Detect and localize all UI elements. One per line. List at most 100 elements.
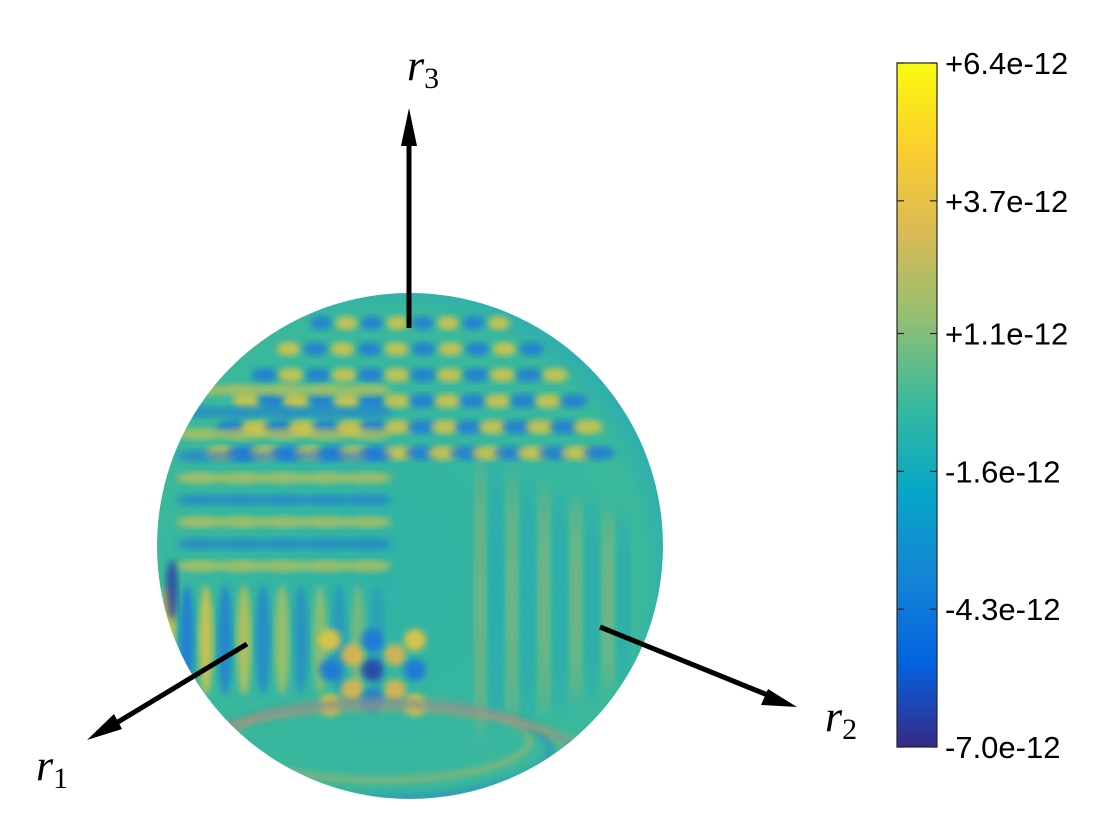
- cap-checker-blob: [303, 342, 328, 356]
- cap-checker-blob: [433, 394, 462, 408]
- cap-checker-blob: [408, 394, 437, 408]
- cap-checker-blob: [278, 368, 305, 382]
- cap-checker-blob: [436, 368, 463, 382]
- cap-checker-blob: [549, 420, 580, 434]
- cap-checker-blob: [357, 368, 384, 382]
- left-stripe-blob: [260, 406, 308, 418]
- left-stripe-blob: [176, 538, 224, 550]
- cap-checker-blob: [330, 342, 355, 356]
- cap-checker-blob: [534, 394, 563, 408]
- axis-r1-arrow: [106, 641, 249, 731]
- center-checker-blob: [384, 644, 406, 666]
- left-stripe-blob: [260, 428, 308, 440]
- axis-r2-arrow: [599, 624, 776, 701]
- cap-checker-blob: [492, 342, 517, 356]
- cap-checker-blob: [458, 394, 487, 408]
- left-stripe-blob: [344, 538, 392, 550]
- cap-checker-blob: [335, 316, 358, 330]
- left-stripe-blob: [344, 472, 392, 484]
- left-stripe-blob: [344, 516, 392, 528]
- right-stripe-blob: [587, 502, 597, 698]
- cap-checker-blob: [430, 420, 461, 434]
- cap-checker-blob: [559, 394, 588, 408]
- left-stripe-blob: [344, 450, 392, 462]
- cap-checker-blob: [333, 394, 362, 408]
- left-stripe-blob: [176, 428, 224, 440]
- cap-checker-blob: [384, 342, 409, 356]
- left-stripe-blob: [218, 538, 266, 550]
- cap-checker-blob: [501, 420, 532, 434]
- left-stripe-blob: [176, 406, 224, 418]
- cap-checker-blob: [471, 446, 504, 460]
- cap-checker-blob: [383, 394, 412, 408]
- left-stripe-blob: [302, 494, 350, 506]
- right-stripe-blob: [507, 472, 517, 728]
- cap-checker-blob: [251, 368, 278, 382]
- colorbar-tick-label: +6.4e-12: [945, 46, 1068, 81]
- cap-checker-blob: [437, 316, 460, 330]
- center-checker-blob: [404, 659, 426, 681]
- cap-checker-blob: [454, 420, 485, 434]
- left-stripe-blob: [218, 428, 266, 440]
- lower-stripe-blob: [218, 585, 232, 695]
- left-stripe-blob: [260, 538, 308, 550]
- cap-checker-blob: [411, 316, 434, 330]
- colorbar-tick-label: +1.1e-12: [945, 317, 1068, 352]
- cap-checker-blob: [360, 316, 383, 330]
- right-stripe-blob: [555, 490, 565, 710]
- lower-stripe-blob: [256, 585, 270, 695]
- left-stripe-blob: [302, 516, 350, 528]
- cap-checker-blob: [572, 420, 603, 434]
- cap-checker-blob: [525, 420, 556, 434]
- cap-checker-blob: [463, 368, 489, 382]
- left-stripe-blob: [260, 472, 308, 484]
- cap-checker-blob: [282, 394, 311, 408]
- cap-checker-blob: [383, 368, 410, 382]
- right-stripe-blob: [523, 478, 533, 722]
- cap-checker-blob: [509, 394, 538, 408]
- left-stripe-blob: [302, 406, 350, 418]
- right-stripe-blob: [539, 484, 549, 716]
- left-stripe-blob: [218, 450, 266, 462]
- cap-checker-blob: [582, 446, 615, 460]
- cap-checker-blob: [462, 316, 485, 330]
- right-stripe-blob: [475, 460, 485, 740]
- colorbar-tick-label: -7.0e-12: [945, 730, 1060, 765]
- left-stripe-blob: [176, 384, 224, 396]
- left-stripe-blob: [176, 560, 224, 572]
- left-stripe-blob: [176, 494, 224, 506]
- left-stripe-blob: [260, 560, 308, 572]
- cap-checker-blob: [405, 446, 438, 460]
- left-stripe-blob: [302, 560, 350, 572]
- colorbar-ticks: +6.4e-12 +3.7e-12 +1.1e-12 -1.6e-12 -4.3e-12…: [897, 46, 1068, 765]
- cap-checker-blob: [487, 316, 510, 330]
- cap-checker-blob: [331, 368, 357, 382]
- left-stripe-blob: [176, 472, 224, 484]
- center-checker-blob: [341, 644, 363, 666]
- left-stripe-blob: [260, 516, 308, 528]
- sphere-surface: [157, 293, 663, 799]
- left-stripe-blob: [302, 384, 350, 396]
- lower-stripe-blob: [237, 585, 251, 695]
- right-stripe-blob: [619, 514, 629, 686]
- cap-checker-blob: [307, 394, 336, 408]
- colorbar-gradient-bar: [896, 62, 938, 748]
- colorbar: +6.4e-12 +3.7e-12 +1.1e-12 -1.6e-12 -4.3e-12…: [896, 46, 1068, 765]
- lower-stripe-blob: [275, 585, 289, 695]
- left-stripe-blob: [260, 450, 308, 462]
- left-stripe-blob: [344, 428, 392, 440]
- cap-checker-blob: [232, 394, 261, 408]
- cap-checker-blob: [310, 316, 333, 330]
- left-stripe-blob: [302, 472, 350, 484]
- left-stripe-blob: [302, 428, 350, 440]
- center-checker-blob: [404, 629, 426, 651]
- cap-checker-blob: [489, 368, 516, 382]
- lower-stripe-blob: [294, 585, 308, 695]
- left-stripe-blob: [302, 538, 350, 550]
- left-stripe-blob: [218, 384, 266, 396]
- cap-checker-blob: [515, 368, 542, 382]
- right-stripe-blob: [603, 508, 613, 692]
- left-stripe-blob: [218, 406, 266, 418]
- cap-checker-blob: [478, 420, 508, 434]
